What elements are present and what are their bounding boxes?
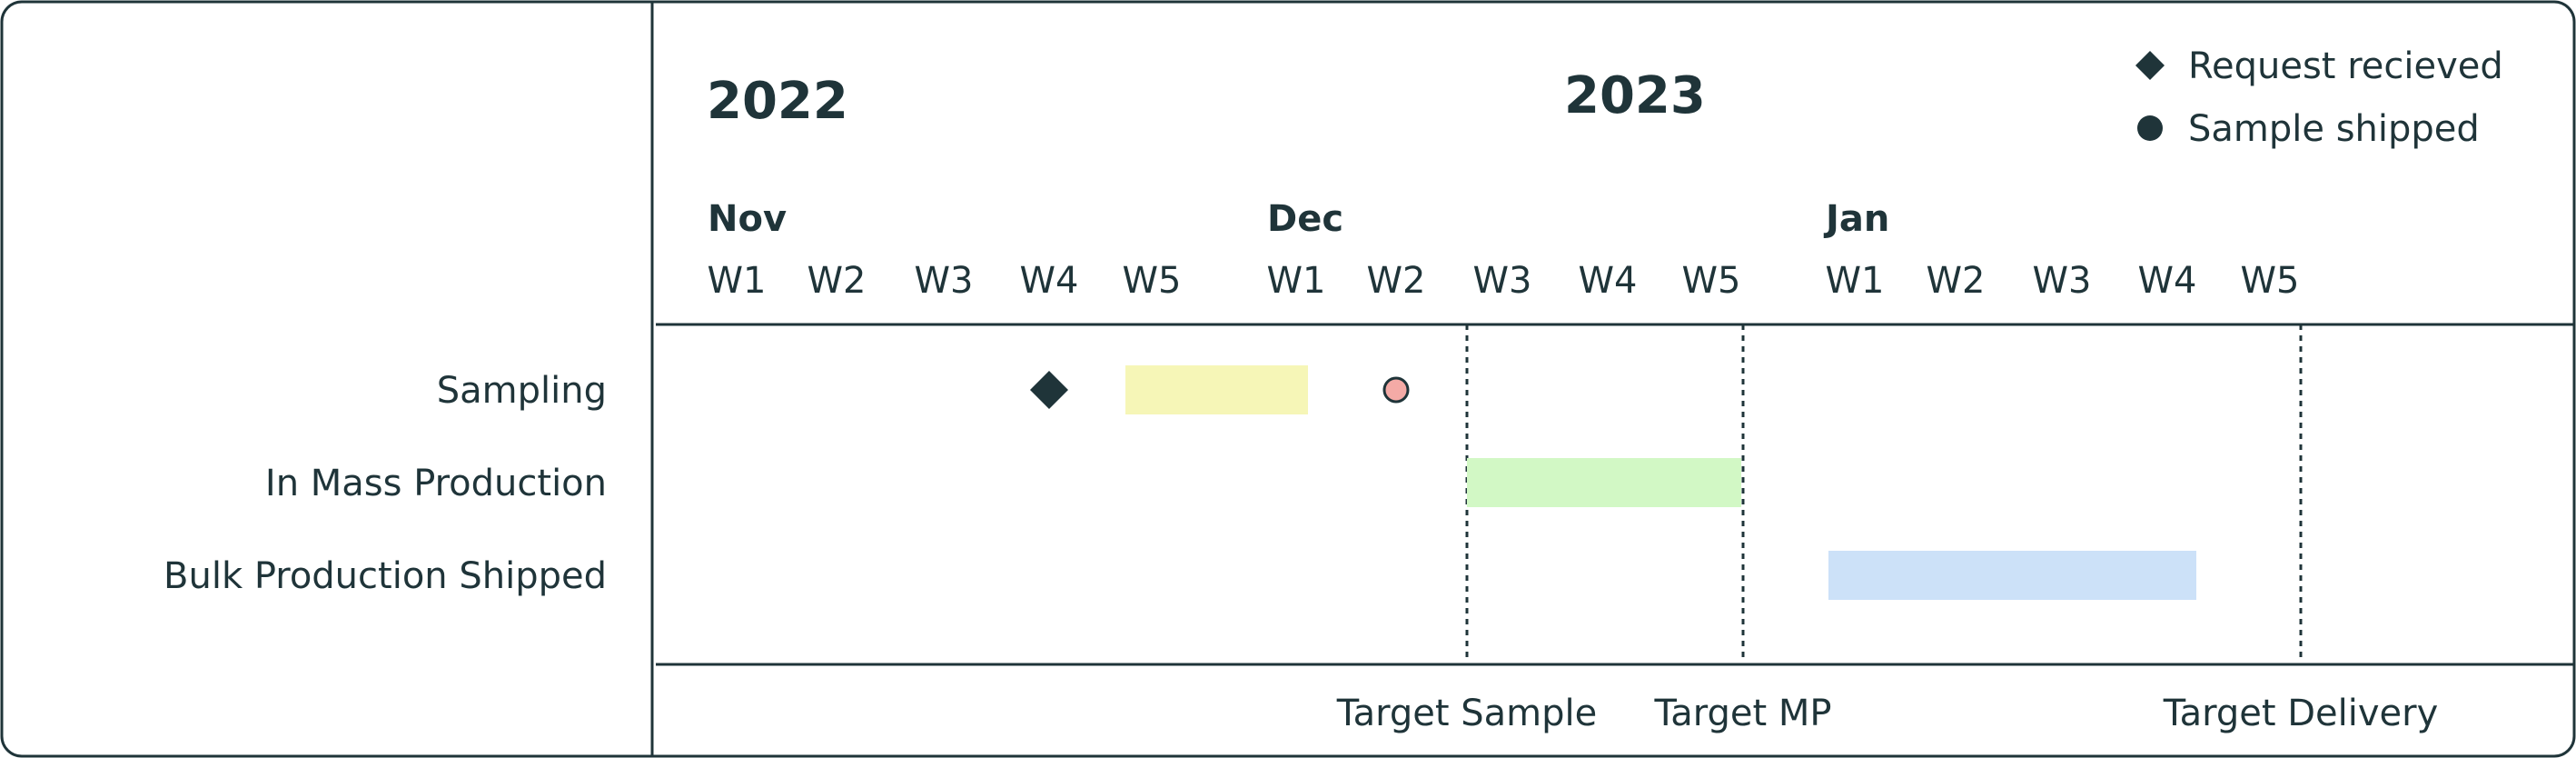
year-label: 2023 [1564, 66, 1706, 125]
week-label: W2 [1927, 260, 1986, 302]
row-label: In Mass Production [265, 463, 607, 504]
legend-circle-icon [2137, 115, 2163, 141]
task-bar [1467, 458, 1741, 507]
row-label: Sampling [437, 370, 607, 412]
week-label: W5 [2241, 260, 2300, 302]
week-label: W3 [1473, 260, 1532, 302]
week-label: W2 [807, 260, 867, 302]
row-label: Bulk Production Shipped [163, 555, 607, 597]
week-label: W1 [1826, 260, 1885, 302]
event-markers [1030, 371, 1410, 409]
task-bar [1828, 551, 2196, 600]
week-label: W2 [1367, 260, 1426, 302]
week-label: W5 [1123, 260, 1182, 302]
month-label: Dec [1267, 198, 1343, 240]
week-label: W4 [2138, 260, 2197, 302]
week-label: W1 [1267, 260, 1326, 302]
legend-diamond-icon [2135, 51, 2165, 80]
year-labels: 2022 2023 [707, 66, 1706, 131]
milestone-label: Target Sample [1336, 693, 1597, 734]
week-labels: W1 W2 W3 W4 W5 W1 W2 W3 W4 W5 W1 W2 W3 W4 W5 [708, 260, 2300, 302]
row-labels: Sampling In Mass Production Bulk Productio… [163, 370, 607, 597]
legend-label: Sample shipped [2188, 108, 2480, 150]
request-received-marker [1030, 371, 1068, 409]
year-label: 2022 [707, 72, 848, 131]
week-label: W1 [708, 260, 767, 302]
month-labels: Nov Dec Jan [708, 198, 1889, 240]
week-label: W4 [1579, 260, 1638, 302]
milestone-labels: Target Sample Target MP Target Delivery [1336, 693, 2438, 734]
week-label: W5 [1682, 260, 1741, 302]
week-label: W3 [2033, 260, 2092, 302]
legend-label: Request recieved [2188, 45, 2503, 87]
week-label: W3 [915, 260, 974, 302]
legend: Request recieved Sample shipped [2135, 45, 2503, 150]
task-bar [1125, 365, 1308, 414]
milestone-label: Target Delivery [2163, 693, 2439, 734]
week-label: W4 [1020, 260, 1079, 302]
month-label: Jan [1823, 198, 1889, 240]
sample-shipped-marker [1382, 376, 1410, 404]
milestone-label: Target MP [1653, 693, 1831, 734]
month-label: Nov [708, 198, 787, 240]
task-bars [1125, 365, 2196, 600]
